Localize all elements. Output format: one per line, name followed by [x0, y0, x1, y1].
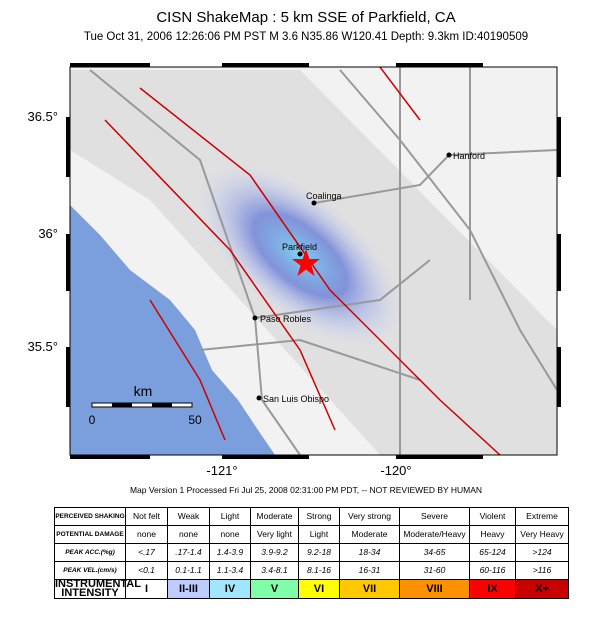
- legend-cell: VII: [339, 579, 400, 599]
- version-line: Map Version 1 Processed Fri Jul 25, 2008…: [129, 485, 483, 495]
- legend-cell: >116: [515, 561, 569, 580]
- legend-cell: <0.1: [125, 561, 168, 580]
- city-label: Parkfield: [282, 242, 317, 252]
- legend-cell: 3.4-8.1: [250, 561, 299, 580]
- ocean: [70, 205, 275, 455]
- legend-row: PEAK ACC.(%g) <.17.17-1.4 1.4-3.9 3.9-9.2 9.…: [54, 543, 569, 562]
- legend-cell: Moderate: [250, 507, 299, 526]
- legend-cell: 9.2-18: [298, 543, 340, 562]
- legend-cell: 3.9-9.2: [250, 543, 299, 562]
- legend-cell: X+: [515, 579, 569, 599]
- legend-cell: Violent: [469, 507, 516, 526]
- title: CISN ShakeMap : 5 km SSE of Parkfield, C…: [156, 9, 456, 26]
- row-label: PEAK VEL.(cm/s): [54, 561, 126, 580]
- legend-cell: .17-1.4: [167, 543, 210, 562]
- legend-row: PERCEIVED SHAKING Not felt Weak Light Modera…: [54, 507, 569, 526]
- lat-label: 36.5°: [27, 109, 58, 124]
- lon-label: -120°: [380, 463, 411, 478]
- epicenter: [292, 249, 320, 276]
- legend-cell: Extreme: [515, 507, 569, 526]
- legend-cell: none: [125, 525, 168, 544]
- legend-cell: VI: [298, 579, 340, 599]
- lat-label: 35.5°: [27, 339, 58, 354]
- row-label: PEAK ACC.(%g): [54, 543, 126, 562]
- legend-cell: 1.1-3.4: [209, 561, 251, 580]
- legend-cell: 34-65: [399, 543, 470, 562]
- row-label: POTENTIAL DAMAGE: [54, 525, 126, 544]
- row-label: PERCEIVED SHAKING: [54, 507, 126, 526]
- lon-label: -121°: [206, 463, 237, 478]
- legend-cell: 31-60: [399, 561, 470, 580]
- city-label: Paso Robles: [260, 314, 312, 324]
- cities: Hanford Coalinga Parkfield Paso Robles S…: [252, 151, 485, 404]
- legend-cell: Strong: [298, 507, 340, 526]
- city-label: San Luis Obispo: [263, 394, 329, 404]
- legend-cell: 18-34: [339, 543, 400, 562]
- legend-cell: Light: [298, 525, 340, 544]
- lat-label: 36°: [38, 226, 58, 241]
- legend-cell: Light: [209, 507, 251, 526]
- faults: [104, 67, 501, 455]
- legend-cell: Moderate: [339, 525, 400, 544]
- scale-bar: km 0 50: [89, 383, 202, 427]
- legend-cell: >124: [515, 543, 569, 562]
- scale-unit: km: [134, 383, 153, 399]
- legend-cell: 8.1-16: [298, 561, 340, 580]
- legend-cell: 16-31: [339, 561, 400, 580]
- subtitle: Tue Oct 31, 2006 12:26:06 PM PST M 3.6 N…: [83, 31, 529, 43]
- legend-cell: VIII: [399, 579, 470, 599]
- legend-row: PEAK VEL.(cm/s) <0.1 0.1-1.1 1.1-3.4 3.4-8.1…: [54, 561, 569, 580]
- legend-cell: <.17: [125, 543, 168, 562]
- legend-cell: IX: [469, 579, 516, 599]
- scale-end: 50: [188, 413, 202, 427]
- legend-cell: II-III: [167, 579, 210, 599]
- legend-cell: 1.4-3.9: [209, 543, 251, 562]
- legend-cell: none: [209, 525, 251, 544]
- legend-cell: Very Heavy: [515, 525, 569, 544]
- legend-cell: Heavy: [469, 525, 516, 544]
- legend-table: PERCEIVED SHAKING Not felt Weak Light Modera…: [54, 507, 569, 599]
- legend-cell: I: [125, 579, 168, 599]
- city-label: Hanford: [453, 151, 485, 161]
- scale-start: 0: [89, 413, 96, 427]
- tick-bars: [66, 63, 561, 459]
- legend-cell: 60-116: [469, 561, 516, 580]
- map: 36.5° 36° 35.5° -121° -120° Hanford Coal…: [27, 63, 561, 478]
- legend-cell: 0.1-1.1: [167, 561, 210, 580]
- row-label: INSTRUMENTAL INTENSITY: [54, 578, 141, 599]
- legend-cell: Very light: [250, 525, 299, 544]
- legend-cell: Not felt: [125, 507, 168, 526]
- legend-row: POTENTIAL DAMAGE none none none Very light Li…: [54, 525, 569, 544]
- legend-cell: Weak: [167, 507, 210, 526]
- legend-cell: 65-124: [469, 543, 516, 562]
- legend-cell: Severe: [399, 507, 470, 526]
- legend-row: INSTRUMENTAL INTENSITY I II-III IV V VI VII VII…: [54, 578, 569, 599]
- city-label: Coalinga: [306, 191, 342, 201]
- legend-cell: Moderate/Heavy: [399, 525, 470, 544]
- legend-cell: none: [167, 525, 210, 544]
- legend-cell: IV: [209, 579, 251, 599]
- legend-cell: Very strong: [339, 507, 400, 526]
- legend-cell: V: [250, 579, 299, 599]
